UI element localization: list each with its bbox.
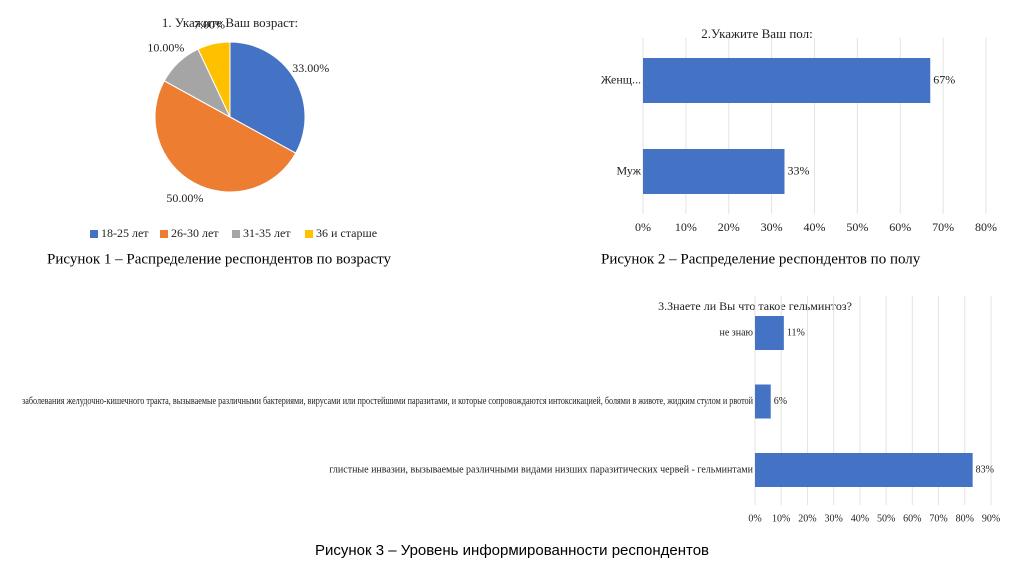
x-tick-label: 90% bbox=[982, 513, 1000, 524]
x-tick-label: 50% bbox=[846, 220, 868, 234]
x-tick-label: 60% bbox=[889, 220, 911, 234]
bar bbox=[755, 384, 771, 419]
data-label: 67% bbox=[933, 72, 955, 86]
category-label: Женщ... bbox=[601, 72, 641, 86]
x-tick-label: 70% bbox=[929, 513, 947, 524]
x-tick-label: 10% bbox=[772, 513, 790, 524]
x-tick-label: 30% bbox=[761, 220, 783, 234]
bar bbox=[755, 453, 973, 487]
x-tick-label: 20% bbox=[718, 220, 740, 234]
category-label: глистные инвазии, вызываемые различными … bbox=[329, 464, 753, 475]
legend-label: 18-25 лет bbox=[101, 226, 149, 240]
bar bbox=[755, 316, 784, 350]
x-tick-label: 80% bbox=[975, 220, 997, 234]
data-label: 33% bbox=[787, 163, 809, 177]
x-tick-label: 80% bbox=[956, 513, 974, 524]
category-label: не знаю bbox=[719, 327, 753, 338]
figure-caption: Рисунок 2 – Распределение респондентов п… bbox=[601, 251, 921, 267]
legend-label: 31-35 лет bbox=[243, 226, 291, 240]
legend-swatch bbox=[305, 230, 313, 238]
data-label: 50.00% bbox=[166, 191, 203, 205]
data-label: 6% bbox=[774, 396, 787, 407]
x-tick-label: 60% bbox=[903, 513, 921, 524]
x-tick-label: 10% bbox=[675, 220, 697, 234]
legend-swatch bbox=[90, 230, 98, 238]
x-tick-label: 0% bbox=[635, 220, 651, 234]
figure-caption: Рисунок 3 – Уровень информированности ре… bbox=[315, 542, 709, 559]
data-label: 83% bbox=[976, 464, 994, 475]
x-tick-label: 70% bbox=[932, 220, 954, 234]
legend-swatch bbox=[160, 230, 168, 238]
chart-title: 1. Укажите Ваш возраст: bbox=[162, 15, 298, 30]
category-label: Муж bbox=[616, 163, 641, 177]
legend-label: 36 и старше bbox=[316, 226, 377, 240]
x-tick-label: 40% bbox=[804, 220, 826, 234]
x-tick-label: 30% bbox=[824, 513, 842, 524]
pie-slice bbox=[154, 80, 297, 193]
data-label: 7.00% bbox=[194, 17, 225, 31]
x-tick-label: 50% bbox=[877, 513, 895, 524]
legend-swatch bbox=[232, 230, 240, 238]
pie-slice bbox=[229, 41, 306, 154]
category-label: заболевания желудочно-кишечного тракта, … bbox=[22, 396, 754, 407]
x-tick-label: 40% bbox=[851, 513, 869, 524]
x-tick-label: 0% bbox=[748, 513, 761, 524]
data-label: 10.00% bbox=[147, 40, 184, 54]
pie-slice bbox=[197, 41, 231, 118]
chart-title: 2.Укажите Ваш пол: bbox=[701, 26, 812, 41]
bar bbox=[643, 58, 931, 103]
figure-caption: Рисунок 1 – Распределение респондентов п… bbox=[47, 251, 392, 267]
data-label: 33.00% bbox=[292, 61, 329, 75]
data-label: 11% bbox=[787, 327, 805, 338]
bar bbox=[643, 149, 785, 194]
x-tick-label: 20% bbox=[798, 513, 816, 524]
legend-label: 26-30 лет bbox=[171, 226, 219, 240]
